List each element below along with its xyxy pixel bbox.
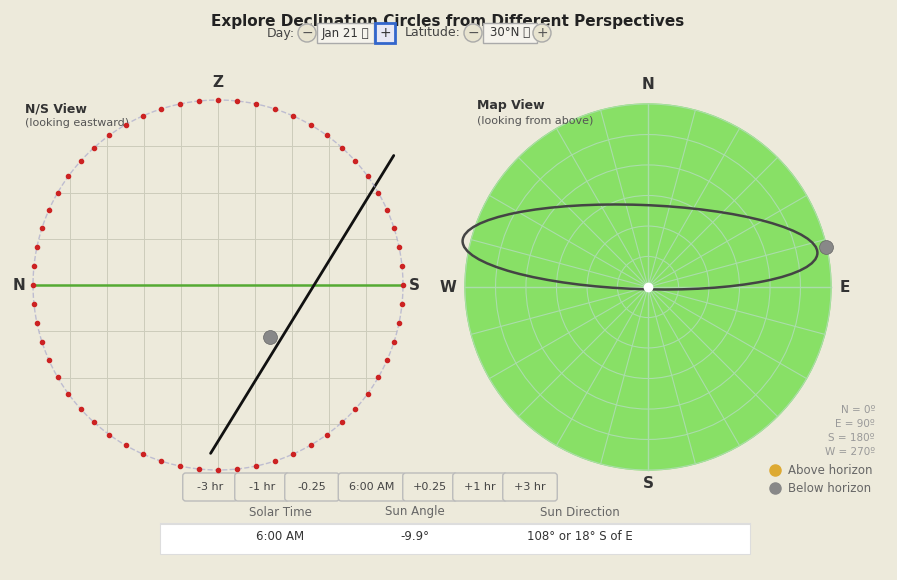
FancyBboxPatch shape <box>235 473 289 501</box>
Text: +0.25: +0.25 <box>413 482 447 492</box>
FancyBboxPatch shape <box>483 23 537 43</box>
FancyBboxPatch shape <box>502 473 557 501</box>
Text: +: + <box>379 26 391 40</box>
Text: 6:00 AM: 6:00 AM <box>256 531 304 543</box>
Text: Sun Angle: Sun Angle <box>385 506 445 519</box>
FancyBboxPatch shape <box>284 473 339 501</box>
Circle shape <box>33 100 403 470</box>
Text: +3 hr: +3 hr <box>514 482 545 492</box>
Text: -0.25: -0.25 <box>298 482 327 492</box>
Text: S: S <box>642 476 654 491</box>
Text: Solar Time: Solar Time <box>248 506 311 519</box>
Text: Above horizon: Above horizon <box>788 463 873 477</box>
FancyBboxPatch shape <box>403 473 457 501</box>
FancyBboxPatch shape <box>183 473 237 501</box>
Text: Below horizon: Below horizon <box>788 481 871 495</box>
Text: Latitude:: Latitude: <box>405 27 461 39</box>
Text: −: − <box>301 26 313 40</box>
Text: Sun Direction: Sun Direction <box>540 506 620 519</box>
Text: −: − <box>467 26 479 40</box>
Circle shape <box>465 104 831 470</box>
Text: Z: Z <box>213 75 223 90</box>
Text: S: S <box>409 277 420 292</box>
Circle shape <box>464 24 482 42</box>
Text: S = 180º: S = 180º <box>829 433 875 443</box>
Text: +1 hr: +1 hr <box>464 482 496 492</box>
Text: -3 hr: -3 hr <box>196 482 223 492</box>
Text: W: W <box>440 280 456 295</box>
Text: E: E <box>840 280 850 295</box>
Text: (looking eastward): (looking eastward) <box>25 118 129 128</box>
Text: 30°N ⤵: 30°N ⤵ <box>490 27 530 39</box>
Text: E = 90º: E = 90º <box>835 419 875 429</box>
FancyBboxPatch shape <box>338 473 405 501</box>
Text: -1 hr: -1 hr <box>248 482 275 492</box>
FancyBboxPatch shape <box>375 23 395 43</box>
Circle shape <box>533 24 551 42</box>
Text: Jan 21 ⤵: Jan 21 ⤵ <box>321 27 369 39</box>
Text: Map View: Map View <box>477 99 544 112</box>
Text: N: N <box>13 277 25 292</box>
Text: N: N <box>641 77 655 92</box>
Text: W = 270º: W = 270º <box>825 447 875 457</box>
Text: -9.9°: -9.9° <box>400 531 430 543</box>
FancyBboxPatch shape <box>160 524 750 554</box>
Text: 108° or 18° S of E: 108° or 18° S of E <box>527 531 633 543</box>
Text: N = 0º: N = 0º <box>840 405 875 415</box>
Text: +: + <box>536 26 548 40</box>
FancyBboxPatch shape <box>453 473 507 501</box>
Text: Explore Declination Circles from Different Perspectives: Explore Declination Circles from Differe… <box>212 14 684 29</box>
Text: Day:: Day: <box>267 27 295 39</box>
Text: (looking from above): (looking from above) <box>477 116 594 126</box>
FancyBboxPatch shape <box>317 23 374 43</box>
Circle shape <box>298 24 316 42</box>
Text: 6:00 AM: 6:00 AM <box>349 482 395 492</box>
Text: N/S View: N/S View <box>25 102 87 115</box>
